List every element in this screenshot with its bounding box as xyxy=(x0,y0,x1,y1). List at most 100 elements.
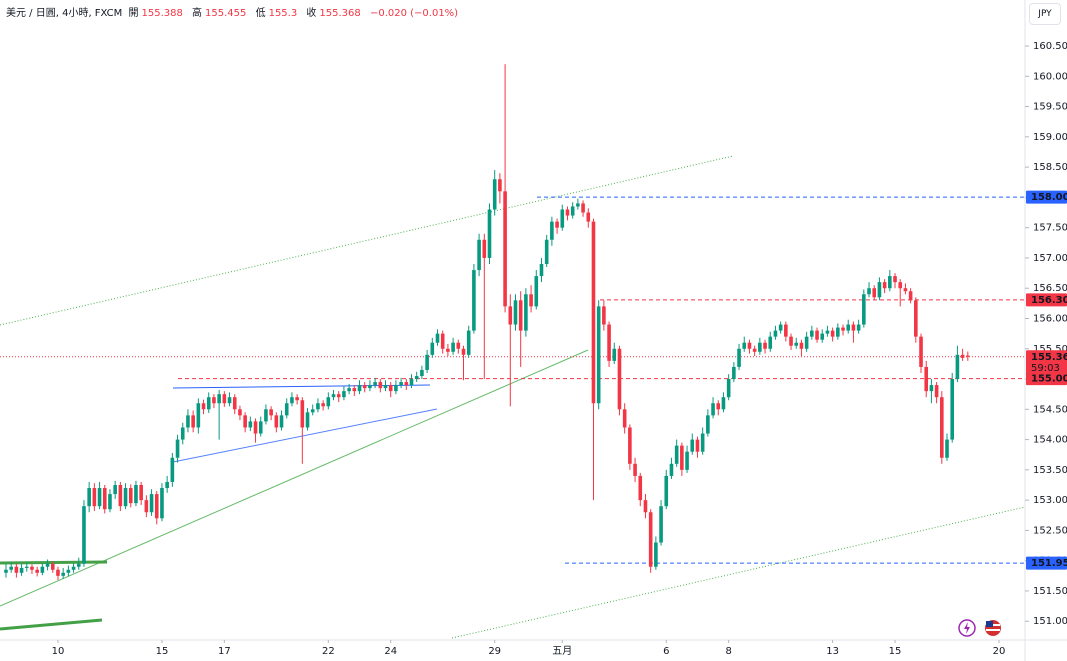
candle-body xyxy=(799,342,804,349)
candle-body xyxy=(342,391,346,398)
candle-body xyxy=(763,342,767,349)
candle-body xyxy=(9,566,13,570)
candle-body xyxy=(929,385,934,392)
candle-body xyxy=(279,415,284,428)
candle-body xyxy=(482,239,487,258)
candle-body xyxy=(451,342,455,352)
candle-body xyxy=(565,209,570,216)
ohlc-value: 155.455 xyxy=(205,8,247,19)
candle-body xyxy=(425,354,429,370)
candle-body xyxy=(820,333,825,340)
candle-body xyxy=(529,294,533,307)
x-tick-label: 6 xyxy=(663,646,669,657)
candle-body xyxy=(420,369,424,377)
plot-area xyxy=(0,0,1025,640)
candle-body xyxy=(643,500,648,513)
candle-body xyxy=(305,412,310,428)
candle-body xyxy=(368,385,372,389)
candle-body xyxy=(872,288,877,298)
candle-body xyxy=(555,221,559,228)
candle-body xyxy=(383,385,388,389)
candle-body xyxy=(711,403,715,416)
candle-body xyxy=(794,342,799,346)
candle-body xyxy=(674,445,679,464)
candle-body xyxy=(570,206,575,216)
candle-body xyxy=(19,567,24,573)
candle-body xyxy=(175,439,180,458)
candle-body xyxy=(867,288,871,295)
candle-body xyxy=(35,569,39,573)
candle-body xyxy=(295,397,299,401)
candle-body xyxy=(638,475,643,501)
candle-body xyxy=(778,324,783,331)
candle-body xyxy=(440,333,445,349)
candle-body xyxy=(394,385,398,392)
candle-body xyxy=(539,263,544,277)
candle-body xyxy=(274,415,279,428)
candle-body xyxy=(550,221,554,240)
y-tick-label: 156.500 xyxy=(1033,283,1067,294)
trend-line xyxy=(172,408,438,463)
candle-body xyxy=(700,433,705,452)
candle-body xyxy=(154,494,159,519)
flag-stripe xyxy=(986,629,1000,631)
candle-body xyxy=(456,342,461,349)
candle-body xyxy=(186,415,190,428)
x-tick-label: 13 xyxy=(826,646,839,657)
level-label-box xyxy=(1026,293,1067,307)
y-tick-label: 156.000 xyxy=(1033,313,1067,324)
candle-body xyxy=(461,348,466,355)
candle-body xyxy=(898,282,903,289)
candle-body xyxy=(108,494,112,510)
y-tick-label: 159.000 xyxy=(1033,132,1067,143)
lightning xyxy=(964,622,970,634)
candle-body xyxy=(446,348,450,352)
candle-body xyxy=(139,484,143,501)
candle-body xyxy=(310,409,315,413)
candle-body xyxy=(908,291,913,301)
candle-body xyxy=(378,382,383,389)
y-tick-label: 157.500 xyxy=(1033,223,1067,234)
currency-button[interactable]: JPY xyxy=(1029,3,1061,25)
level-label: 158.005 xyxy=(1031,192,1067,203)
candle-body xyxy=(841,327,845,331)
candle-body xyxy=(472,270,476,331)
candle-body xyxy=(56,569,60,576)
candle-body xyxy=(76,563,81,567)
candle-body xyxy=(227,397,232,404)
candle-body xyxy=(123,488,128,507)
candle-body xyxy=(654,542,658,567)
legend-header: 美元 / 日圓, 4小時, FXCM 開 155.388 高 155.455 低 15… xyxy=(6,4,461,19)
candle-body xyxy=(622,409,627,428)
level-label: 155.007 xyxy=(1031,374,1067,385)
y-tick-label: 153.000 xyxy=(1033,495,1067,506)
candle-body xyxy=(160,488,164,519)
candle-body xyxy=(737,348,741,367)
ohlc-label: 高 xyxy=(192,8,203,19)
candle-body xyxy=(924,366,929,392)
candle-body xyxy=(586,212,591,222)
candle-body xyxy=(206,397,211,410)
candle-body xyxy=(238,409,242,416)
candle-body xyxy=(290,397,294,404)
candle-body xyxy=(316,403,320,410)
candle-body xyxy=(659,506,663,543)
ohlc-value: 155.368 xyxy=(319,8,361,19)
candle-body xyxy=(222,394,227,404)
ohlc-label: 收 xyxy=(306,8,317,19)
candle-body xyxy=(960,354,965,358)
candle-body xyxy=(149,494,154,513)
ohlc-label: 開 xyxy=(128,8,139,19)
candle-body xyxy=(862,294,866,325)
candle-body xyxy=(888,276,892,289)
y-tick-label: 151.500 xyxy=(1033,586,1067,597)
candle-body xyxy=(134,484,138,504)
candle-body xyxy=(113,484,117,495)
x-tick-label: 17 xyxy=(218,646,231,657)
ohlc-value: 155.3 xyxy=(268,8,298,19)
candle-body xyxy=(752,348,757,352)
candle-body xyxy=(768,336,773,349)
candle-body xyxy=(581,203,585,213)
candle-body xyxy=(648,512,653,567)
candle-body xyxy=(955,354,960,380)
